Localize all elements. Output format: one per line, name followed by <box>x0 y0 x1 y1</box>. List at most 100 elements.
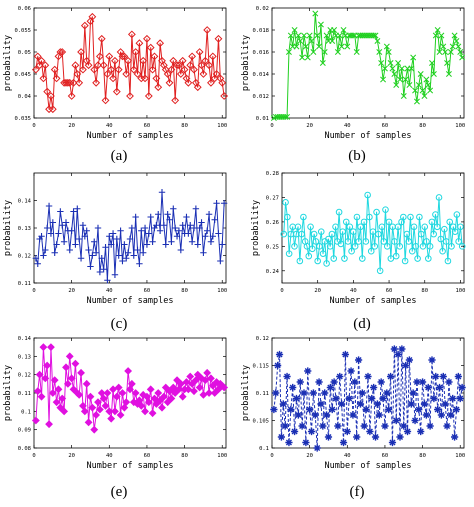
data-point <box>59 222 66 229</box>
data-point <box>373 400 382 408</box>
x-axis-label: Number of samples <box>87 296 174 306</box>
data-point <box>429 60 435 66</box>
data-point <box>364 372 372 381</box>
data-point <box>50 65 59 74</box>
data-point <box>122 398 131 407</box>
data-point <box>457 223 464 231</box>
data-point <box>188 379 197 388</box>
data-point <box>159 392 168 401</box>
data-point <box>319 60 326 66</box>
data-point <box>77 48 85 56</box>
data-point <box>443 422 451 430</box>
data-point <box>385 49 392 55</box>
y-tick-label: 0.1 <box>259 446 269 452</box>
data-point <box>80 407 89 416</box>
data-point <box>400 422 408 430</box>
data-point <box>412 87 419 94</box>
data-point <box>101 96 110 105</box>
y-axis-label: probability <box>3 35 13 91</box>
data-point <box>177 246 185 254</box>
data-point <box>85 246 92 254</box>
data-point <box>430 71 437 77</box>
y-tick-label: 0.13 <box>18 354 31 360</box>
data-point <box>314 257 321 265</box>
data-point <box>115 252 122 259</box>
data-point <box>335 208 343 216</box>
x-tick-label: 60 <box>144 453 151 459</box>
data-point <box>281 422 289 430</box>
data-point <box>451 228 459 235</box>
data-point <box>392 252 400 260</box>
data-point <box>133 70 142 78</box>
data-point <box>312 10 319 17</box>
data-point <box>194 241 201 248</box>
data-point <box>203 26 212 34</box>
data-point <box>330 378 338 386</box>
data-point <box>426 422 434 430</box>
data-point <box>415 82 422 88</box>
data-point <box>414 255 421 262</box>
data-point <box>109 230 117 237</box>
data-point <box>400 93 407 99</box>
data-point <box>419 87 426 94</box>
data-point <box>207 374 215 383</box>
data-point <box>428 218 436 226</box>
data-point <box>102 244 109 251</box>
x-tick-label: 40 <box>350 288 357 294</box>
x-tick-label: 0 <box>270 453 273 459</box>
data-point <box>91 238 98 245</box>
data-point <box>33 52 42 61</box>
data-point <box>71 61 80 70</box>
data-point <box>416 213 423 221</box>
data-point <box>432 372 440 381</box>
data-point <box>354 356 363 364</box>
y-tick-label: 0.045 <box>14 72 31 78</box>
data-point <box>39 343 48 352</box>
panel-caption: (b) <box>348 148 366 164</box>
data-point <box>328 405 336 414</box>
data-point <box>417 71 424 77</box>
x-tick-label: 40 <box>106 288 113 294</box>
data-point <box>126 92 134 100</box>
data-point <box>187 222 194 229</box>
data-point <box>310 230 318 238</box>
data-point <box>118 389 127 397</box>
data-point <box>183 213 190 221</box>
y-axis-label: probability <box>3 200 13 256</box>
data-point <box>449 43 456 50</box>
data-point <box>158 403 166 412</box>
data-point <box>447 49 454 55</box>
series-line <box>283 194 463 272</box>
data-point <box>420 400 429 408</box>
data-point <box>67 92 76 100</box>
data-point <box>375 230 382 238</box>
data-point <box>161 383 170 392</box>
data-point <box>77 255 85 262</box>
data-point <box>51 249 58 256</box>
data-point <box>397 76 403 83</box>
data-point <box>396 243 404 250</box>
data-point <box>180 65 189 74</box>
data-point <box>208 381 217 390</box>
data-point <box>298 230 305 238</box>
data-point <box>376 49 383 55</box>
x-tick-label: 40 <box>106 123 113 129</box>
data-point <box>169 383 178 392</box>
y-tick-label: 0.06 <box>18 6 31 12</box>
data-point <box>454 372 462 381</box>
data-point <box>195 48 204 56</box>
data-point <box>71 359 80 368</box>
data-point <box>205 389 213 397</box>
data-point <box>100 266 107 273</box>
x-tick-label: 80 <box>181 453 188 459</box>
data-point <box>456 394 464 403</box>
data-point <box>158 189 166 196</box>
data-point <box>218 78 227 87</box>
data-point <box>393 82 400 88</box>
data-point <box>396 433 404 441</box>
data-point <box>410 54 417 61</box>
data-point <box>141 74 149 83</box>
data-point <box>47 92 55 100</box>
data-point <box>141 224 149 232</box>
data-point <box>58 394 67 403</box>
